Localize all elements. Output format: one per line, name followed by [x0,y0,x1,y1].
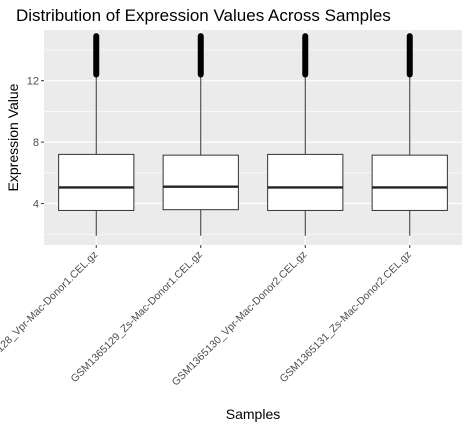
y-axis: 4 8 12 [27,76,44,211]
x-tick-label: GSM1365131_Zs-Mac-Donor2.CEL.gz [277,249,413,385]
y-axis-title: Expression Value [5,83,21,191]
y-tick-label: 8 [33,137,39,149]
plot-panel [44,30,462,245]
y-tick-label: 12 [27,76,39,88]
box [267,153,344,211]
x-axis: GSM1365128_Vpr-Mac-Donor1.CEL.gzGSM13651… [0,245,414,388]
boxes-layer [58,33,448,236]
box [162,154,239,211]
x-axis-title: Samples [226,406,280,422]
y-tick-label: 4 [33,199,39,211]
chart-title: Distribution of Expression Values Across… [16,6,391,25]
box [58,153,135,211]
box [371,154,448,211]
